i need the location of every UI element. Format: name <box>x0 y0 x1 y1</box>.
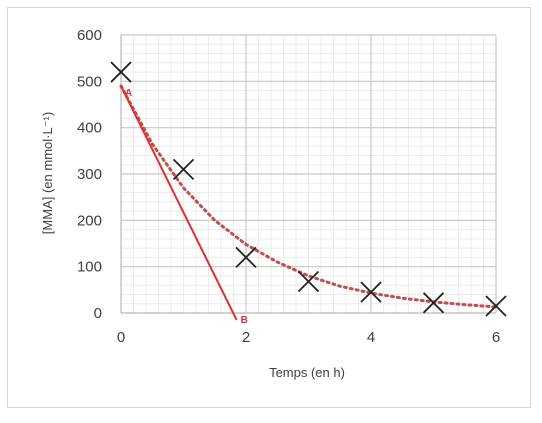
y-tick-label: 300 <box>77 166 102 183</box>
tangent-segment <box>120 85 238 321</box>
axes <box>120 35 496 314</box>
y-tick-label: 100 <box>77 259 102 276</box>
data-point-stroke <box>422 292 445 314</box>
y-tick-label: 400 <box>77 120 102 137</box>
data-point-stroke <box>110 61 132 83</box>
x-tick-label: 4 <box>367 329 375 346</box>
data-point <box>110 61 132 83</box>
data-point-stroke <box>235 246 257 269</box>
data-point-stroke <box>172 158 195 181</box>
y-tick-label: 0 <box>94 305 102 322</box>
x-axis-title: Temps (en h) <box>269 365 345 380</box>
x-tick-label: 0 <box>117 329 125 346</box>
tangent-line <box>120 85 238 321</box>
data-point <box>360 281 382 303</box>
annotations: AB <box>125 88 248 326</box>
y-tick-labels: 0 100 200 300 400 500 600 <box>77 27 102 322</box>
y-tick-label: 600 <box>77 27 102 44</box>
y-tick-label: 200 <box>77 212 102 229</box>
chart-frame <box>7 7 531 408</box>
annotation-label: B <box>241 315 248 326</box>
y-axis-title: [MMA] (en mmol·L⁻¹) <box>40 112 55 234</box>
data-point <box>172 158 195 181</box>
annotation-label: A <box>125 88 132 99</box>
x-tick-labels: 0 2 4 6 <box>117 329 500 346</box>
data-point-stroke <box>485 295 507 317</box>
data-point <box>485 295 507 317</box>
data-point <box>235 246 257 269</box>
data-point-stroke <box>297 270 320 293</box>
x-tick-label: 6 <box>492 329 500 346</box>
x-tick-label: 2 <box>242 329 250 346</box>
y-tick-label: 500 <box>77 73 102 90</box>
data-point <box>297 270 320 293</box>
data-points <box>110 61 507 317</box>
data-point-stroke <box>360 281 382 303</box>
data-point <box>422 292 445 314</box>
